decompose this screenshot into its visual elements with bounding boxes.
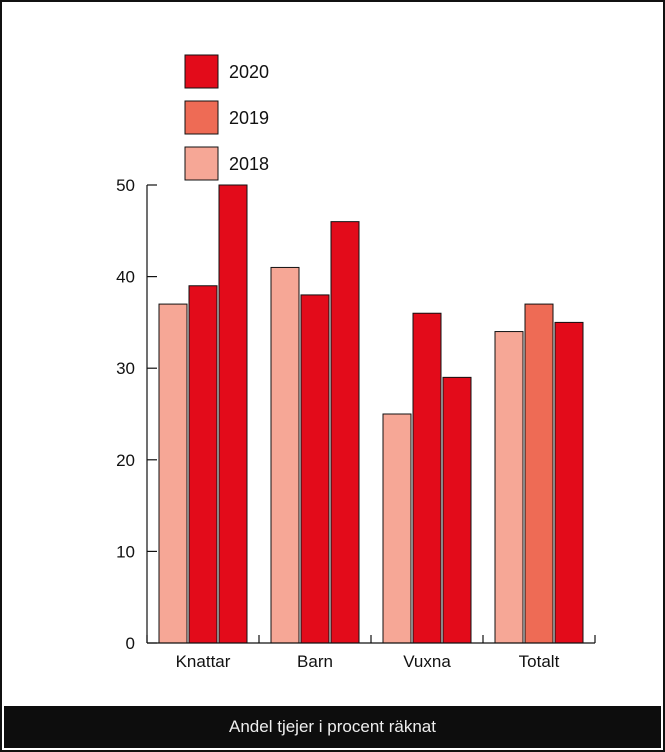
legend-swatch [184, 100, 219, 135]
y-tick-label: 50 [116, 176, 135, 195]
chart-caption: Andel tjejer i procent räknat [4, 706, 661, 748]
bar-totalt-3 [554, 321, 584, 644]
y-tick-label: 30 [116, 359, 135, 378]
bar-vuxna-1 [382, 413, 412, 644]
legend-label: 2020 [229, 62, 269, 82]
bar-vuxna-3 [442, 376, 472, 644]
y-tick-label: 40 [116, 268, 135, 287]
x-tick-label: Barn [297, 652, 333, 671]
x-tick-label: Vuxna [403, 652, 451, 671]
legend-label: 2018 [229, 154, 269, 174]
bar-barn-3 [330, 221, 360, 644]
legend-label: 2019 [229, 108, 269, 128]
x-tick-label: Knattar [176, 652, 231, 671]
bar-barn-2 [300, 294, 330, 644]
y-tick-label: 20 [116, 451, 135, 470]
axes: 0 10 20 30 40 50 Knattar Barn Vuxna Totalt [116, 176, 596, 671]
legend-swatch [184, 54, 219, 89]
bar-totalt-2 [524, 303, 554, 644]
legend-swatch [184, 146, 219, 181]
legend: 2020 2019 2018 [184, 54, 269, 181]
bar-chart: 2020 2019 2018 0 10 20 30 40 50 Knattar Barn Vuxna… [116, 54, 596, 671]
y-tick-label: 10 [116, 542, 135, 561]
bars [158, 184, 584, 644]
bar-knattar-1 [158, 303, 188, 644]
x-tick-label: Totalt [519, 652, 560, 671]
bar-knattar-2 [188, 285, 218, 644]
y-tick-label: 0 [126, 634, 135, 653]
bar-vuxna-2 [412, 312, 442, 644]
bar-knattar-3 [218, 184, 248, 644]
bar-barn-1 [270, 266, 300, 644]
bar-totalt-1 [494, 331, 524, 644]
